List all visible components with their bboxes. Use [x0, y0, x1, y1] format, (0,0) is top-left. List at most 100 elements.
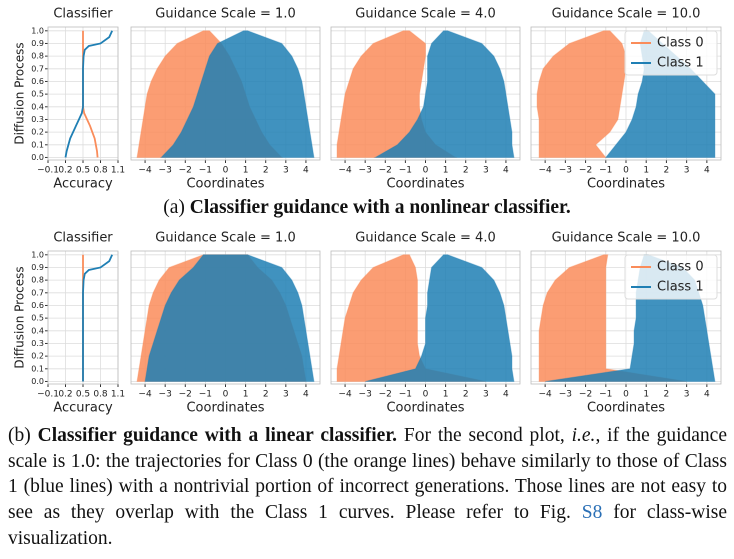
x-tick-label: 0.5: [76, 390, 90, 400]
trajectory-band: [373, 30, 515, 158]
trajectory-band: [536, 30, 627, 158]
x-tick-label: −3: [159, 166, 172, 176]
y-tick-label: 0.7: [31, 288, 44, 297]
caption-text: , if the guidance scale is 1.0: the traj…: [8, 425, 727, 524]
x-axis-label: Coordinates: [587, 401, 665, 416]
x-tick-label: 0: [223, 166, 229, 176]
x-tick-label: −2: [379, 166, 392, 176]
x-tick-label: 3: [684, 390, 690, 400]
x-tick-label: −4: [138, 390, 152, 400]
x-tick-label: 3: [684, 166, 690, 176]
x-tick-label: 3: [283, 390, 289, 400]
x-tick-label: 3: [283, 166, 289, 176]
plot-frame: [330, 250, 521, 385]
x-tick-label: −4: [539, 390, 553, 400]
x-tick-label: −2: [179, 390, 192, 400]
x-tick-label: −4: [138, 166, 152, 176]
x-tick-label: −1: [599, 390, 612, 400]
x-tick-label: 1: [643, 166, 649, 176]
legend-label: Class 1: [657, 280, 704, 295]
trajectory-band: [336, 254, 486, 382]
y-tick-label: 0.9: [31, 263, 44, 272]
chart-title: Guidance Scale = 1.0: [155, 231, 295, 246]
plot-frame: [530, 26, 722, 161]
caption-text: For the second plot,: [403, 425, 572, 446]
x-tick-label: 0.2: [58, 390, 72, 400]
x-tick-label: −1: [399, 390, 412, 400]
x-tick-label: −3: [359, 390, 372, 400]
x-tick-label: 3: [483, 390, 489, 400]
accuracy-line: [82, 254, 113, 382]
plot-frame: [130, 26, 321, 161]
plot-frame: [530, 250, 722, 385]
x-tick-label: 2: [664, 390, 670, 400]
x-tick-label: 0: [223, 390, 229, 400]
x-axis-label: Coordinates: [386, 401, 464, 416]
x-tick-label: −4: [539, 166, 553, 176]
x-tick-label: −3: [159, 390, 172, 400]
y-tick-label: 0.8: [31, 52, 44, 61]
x-tick-label: 0: [423, 166, 429, 176]
x-tick-label: 1: [443, 390, 449, 400]
figure-link[interactable]: S8: [581, 502, 603, 524]
x-tick-label: −1: [199, 390, 212, 400]
trajectory-band: [144, 254, 315, 382]
caption-italic: i.e.: [571, 425, 596, 446]
plot-frame: [47, 250, 119, 385]
x-tick-label: 4: [503, 166, 509, 176]
x-tick-label: −0.1: [37, 166, 59, 176]
y-tick-label: 0.8: [31, 276, 44, 285]
caption-label: (a): [163, 197, 185, 218]
trajectory-band: [159, 30, 315, 158]
x-axis-label: Coordinates: [587, 177, 665, 192]
caption-b: (b) Classifier guidance with a linear cl…: [8, 423, 727, 552]
y-axis-label: Diffusion Process: [13, 266, 27, 368]
x-tick-label: −1: [399, 166, 412, 176]
x-tick-label: 2: [463, 166, 469, 176]
y-tick-label: 0.1: [31, 140, 44, 149]
y-tick-label: 0.0: [31, 377, 44, 386]
x-tick-label: 4: [303, 166, 309, 176]
x-tick-label: −4: [338, 390, 352, 400]
legend-label: Class 0: [657, 36, 704, 51]
x-axis-label: Coordinates: [186, 401, 264, 416]
chart-title: Guidance Scale = 10.0: [552, 231, 701, 246]
x-tick-label: −3: [559, 166, 572, 176]
y-tick-label: 0.0: [31, 153, 44, 162]
x-tick-label: 2: [263, 390, 269, 400]
caption-bold: Classifier guidance with a nonlinear cla…: [189, 197, 571, 218]
x-tick-label: 0.2: [58, 166, 72, 176]
y-tick-label: 0.4: [31, 102, 44, 111]
x-axis-label: Coordinates: [386, 177, 464, 192]
x-tick-label: −0.1: [37, 390, 59, 400]
plot-frame: [47, 26, 119, 161]
chart-title: Guidance Scale = 4.0: [355, 7, 495, 22]
y-tick-label: 0.6: [31, 301, 44, 310]
x-tick-label: 1: [443, 166, 449, 176]
x-tick-label: 4: [303, 390, 309, 400]
chart-title: Guidance Scale = 4.0: [355, 231, 495, 246]
x-tick-label: 2: [263, 166, 269, 176]
x-tick-label: 4: [704, 390, 710, 400]
caption-bold: Classifier guidance with a linear classi…: [37, 425, 398, 446]
x-tick-label: 0.8: [93, 166, 108, 176]
x-tick-label: −3: [559, 390, 572, 400]
x-tick-label: 1: [243, 166, 249, 176]
caption-a: (a) Classifier guidance with a nonlinear…: [0, 197, 734, 219]
trajectory-band: [365, 254, 515, 382]
chart-title: Classifier: [53, 231, 113, 246]
y-tick-label: 0.1: [31, 364, 44, 373]
x-tick-label: −4: [338, 166, 352, 176]
chart-title: Classifier: [53, 7, 113, 22]
y-tick-label: 0.2: [31, 128, 44, 137]
x-tick-label: 3: [483, 166, 489, 176]
x-tick-label: 0: [623, 390, 629, 400]
x-axis-label: Coordinates: [186, 177, 264, 192]
chart-title: Guidance Scale = 1.0: [155, 7, 295, 22]
x-tick-label: 0: [423, 390, 429, 400]
x-tick-label: 0.5: [76, 166, 90, 176]
x-tick-label: 4: [503, 390, 509, 400]
x-tick-label: 2: [664, 166, 670, 176]
x-tick-label: 1.1: [111, 166, 125, 176]
y-tick-label: 0.6: [31, 77, 44, 86]
